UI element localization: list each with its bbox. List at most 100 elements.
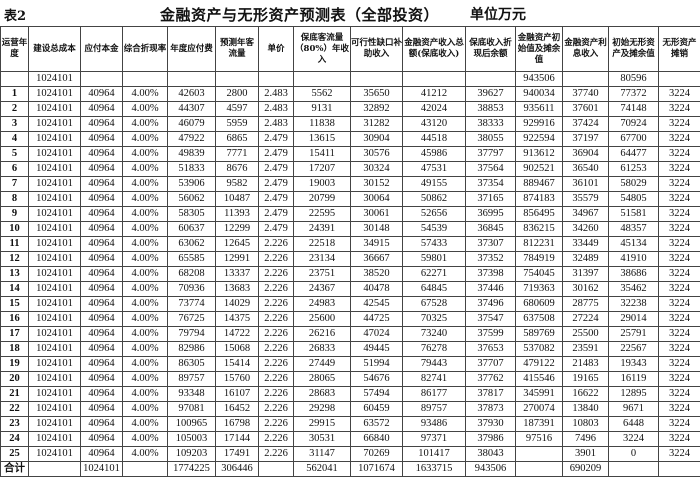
table-cell: 415546 — [516, 372, 563, 387]
table-cell: 26216 — [294, 327, 351, 342]
table-cell: 1024101 — [29, 357, 81, 372]
table-cell: 1024101 — [29, 102, 81, 117]
table-cell: 30061 — [351, 207, 403, 222]
table-cell: 15411 — [294, 147, 351, 162]
table-cell: 3224 — [659, 162, 700, 177]
table-cell: 29298 — [294, 402, 351, 417]
table-cell: 3224 — [659, 297, 700, 312]
table-cell: 3224 — [659, 342, 700, 357]
table-cell: 1024101 — [29, 327, 81, 342]
table-cell: 16 — [1, 312, 29, 327]
table-cell: 37496 — [466, 297, 516, 312]
table-cell: 70325 — [403, 312, 466, 327]
table-cell: 97081 — [168, 402, 216, 417]
table-cell: 37197 — [563, 132, 609, 147]
table-cell: 34915 — [351, 237, 403, 252]
table-cell: 943506 — [466, 462, 516, 477]
table-cell: 2.226 — [259, 387, 294, 402]
column-header: 单价 — [259, 27, 294, 72]
table-cell: 19165 — [563, 372, 609, 387]
table-cell: 37930 — [466, 417, 516, 432]
table-cell: 2.226 — [259, 342, 294, 357]
table-cell: 12299 — [216, 222, 259, 237]
table-cell: 52656 — [403, 207, 466, 222]
table-cell: 41212 — [403, 87, 466, 102]
table-cell: 2.226 — [259, 267, 294, 282]
table-cell: 67528 — [403, 297, 466, 312]
table-cell: 1024101 — [29, 267, 81, 282]
table-cell: 4.00% — [123, 252, 168, 267]
table-cell: 1024101 — [29, 387, 81, 402]
table-cell: 37352 — [466, 252, 516, 267]
table-cell: 2.226 — [259, 447, 294, 462]
table-cell: 537082 — [516, 342, 563, 357]
table-cell: 38055 — [466, 132, 516, 147]
column-header: 建设总成本 — [29, 27, 81, 72]
table-cell: 38686 — [609, 267, 659, 282]
table-cell: 45986 — [403, 147, 466, 162]
table-cell: 1024101 — [29, 147, 81, 162]
table-cell: 874183 — [516, 192, 563, 207]
table-cell: 40964 — [81, 117, 123, 132]
column-header: 可行性缺口补助收入 — [351, 27, 403, 72]
table-cell: 37446 — [466, 282, 516, 297]
table-cell — [659, 72, 700, 87]
table-cell: 97516 — [516, 432, 563, 447]
table-cell: 4.00% — [123, 312, 168, 327]
table-cell: 40964 — [81, 312, 123, 327]
table-cell: 1774225 — [168, 462, 216, 477]
table-cell: 1024101 — [29, 282, 81, 297]
table-cell: 15068 — [216, 342, 259, 357]
forecast-table: 运营年度建设总成本应付本金综合折现率年度应付费预测年客流量单价保底客流量（80%… — [0, 26, 700, 477]
table-cell: 47531 — [403, 162, 466, 177]
table-cell: 4.00% — [123, 447, 168, 462]
table-cell: 28065 — [294, 372, 351, 387]
table-cell: 2.479 — [259, 207, 294, 222]
table-cell: 4.00% — [123, 132, 168, 147]
table-cell: 40964 — [81, 222, 123, 237]
table-cell: 62271 — [403, 267, 466, 282]
table-cell: 39627 — [466, 87, 516, 102]
table-cell: 7496 — [563, 432, 609, 447]
table-cell: 4.00% — [123, 282, 168, 297]
table-cell: 67700 — [609, 132, 659, 147]
table-cell: 47024 — [351, 327, 403, 342]
table-cell: 70924 — [609, 117, 659, 132]
table-cell: 2.483 — [259, 102, 294, 117]
table-cell: 48357 — [609, 222, 659, 237]
table-cell — [516, 447, 563, 462]
table-cell: 1024101 — [29, 402, 81, 417]
table-cell: 2.479 — [259, 132, 294, 147]
table-cell: 4.00% — [123, 402, 168, 417]
table-cell: 9131 — [294, 102, 351, 117]
table-cell: 0 — [609, 447, 659, 462]
table-cell: 2.226 — [259, 252, 294, 267]
table-cell: 86177 — [403, 387, 466, 402]
table-cell: 3224 — [659, 147, 700, 162]
table-cell: 58305 — [168, 207, 216, 222]
table-cell: 2.483 — [259, 117, 294, 132]
table-cell: 28775 — [563, 297, 609, 312]
table-cell: 70269 — [351, 447, 403, 462]
table-cell: 40964 — [81, 432, 123, 447]
table-cell: 306446 — [216, 462, 259, 477]
table-cell: 51833 — [168, 162, 216, 177]
table-cell: 12645 — [216, 237, 259, 252]
table-cell: 14 — [1, 282, 29, 297]
table-cell: 8676 — [216, 162, 259, 177]
column-header: 运营年度 — [1, 27, 29, 72]
table-cell: 43120 — [403, 117, 466, 132]
column-header: 保底收入折现后余额 — [466, 27, 516, 72]
table-cell: 15760 — [216, 372, 259, 387]
table-cell: 719363 — [516, 282, 563, 297]
table-cell: 4 — [1, 132, 29, 147]
table-cell: 1024101 — [29, 432, 81, 447]
table-cell: 562041 — [294, 462, 351, 477]
